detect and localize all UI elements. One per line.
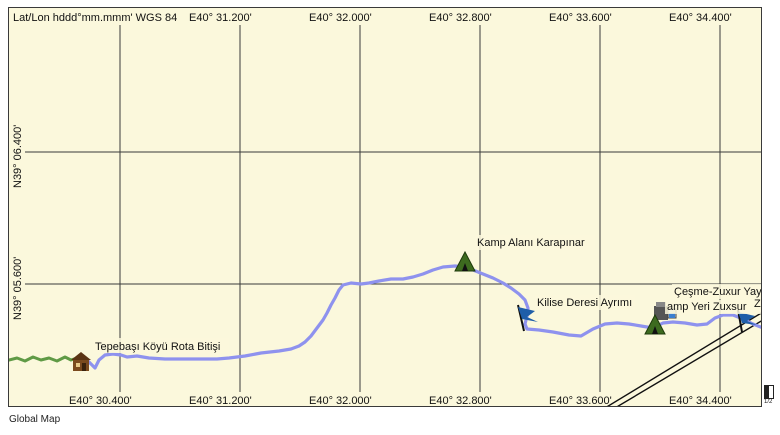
house-icon[interactable] xyxy=(71,352,91,371)
lon-label-top: E40° 31.200' xyxy=(189,12,252,24)
lat-label: N39° 05.600' xyxy=(12,257,24,320)
lon-label-bottom: E40° 34.400' xyxy=(669,395,732,407)
road xyxy=(606,312,761,406)
lon-label-bottom: E40° 33.600' xyxy=(549,395,612,407)
lon-label-bottom: E40° 31.200' xyxy=(189,395,252,407)
campground-icon[interactable] xyxy=(644,313,666,335)
track[interactable] xyxy=(9,264,762,370)
map-canvas: Lat/Lon hddd°mm.mmm' WGS 84 E40° 31.200'… xyxy=(9,8,762,407)
waypoint-label: Tepebaşı Köyü Rota Bitişi xyxy=(95,341,220,353)
track-main xyxy=(75,264,761,370)
waypoint-label: amp Yeri Zuxsur xyxy=(667,301,747,313)
waypoint-label: Z xyxy=(754,298,761,310)
waypoint-label: Kamp Alanı Karapınar xyxy=(477,237,585,249)
page-indicator: 1/2 xyxy=(764,399,773,405)
waypoint-labels: Tepebaşı Köyü Rota Bitişi Kamp Alanı Kar… xyxy=(93,235,762,353)
track-start-segment xyxy=(9,355,79,363)
lon-label-top: E40° 32.000' xyxy=(309,12,372,24)
lon-label-top: E40° 34.400' xyxy=(669,12,732,24)
lon-label-bottom: E40° 30.400' xyxy=(69,395,132,407)
lon-label-top: E40° 33.600' xyxy=(549,12,612,24)
lon-label-bottom: E40° 32.800' xyxy=(429,395,492,407)
page-toggle[interactable]: 1/2 xyxy=(764,385,776,407)
map-view[interactable]: Lat/Lon hddd°mm.mmm' WGS 84 E40° 31.200'… xyxy=(8,7,762,407)
global-map-label: Global Map xyxy=(9,414,61,425)
lon-label-bottom: E40° 32.000' xyxy=(309,395,372,407)
lon-label-top: E40° 32.800' xyxy=(429,12,492,24)
page-icon xyxy=(764,385,774,399)
campground-icon[interactable] xyxy=(454,250,476,272)
grid-labels: Lat/Lon hddd°mm.mmm' WGS 84 E40° 31.200'… xyxy=(9,8,737,407)
waypoint-label: Kilise Deresi Ayrımı xyxy=(537,297,632,309)
lat-label: N39° 06.400' xyxy=(12,125,24,188)
waypoint-label: Çeşme-Zuxur Yayl xyxy=(674,286,762,298)
coordinate-format-label: Lat/Lon hddd°mm.mmm' WGS 84 xyxy=(13,12,177,24)
flag-icon[interactable] xyxy=(517,304,538,332)
grid-lines xyxy=(9,8,761,406)
